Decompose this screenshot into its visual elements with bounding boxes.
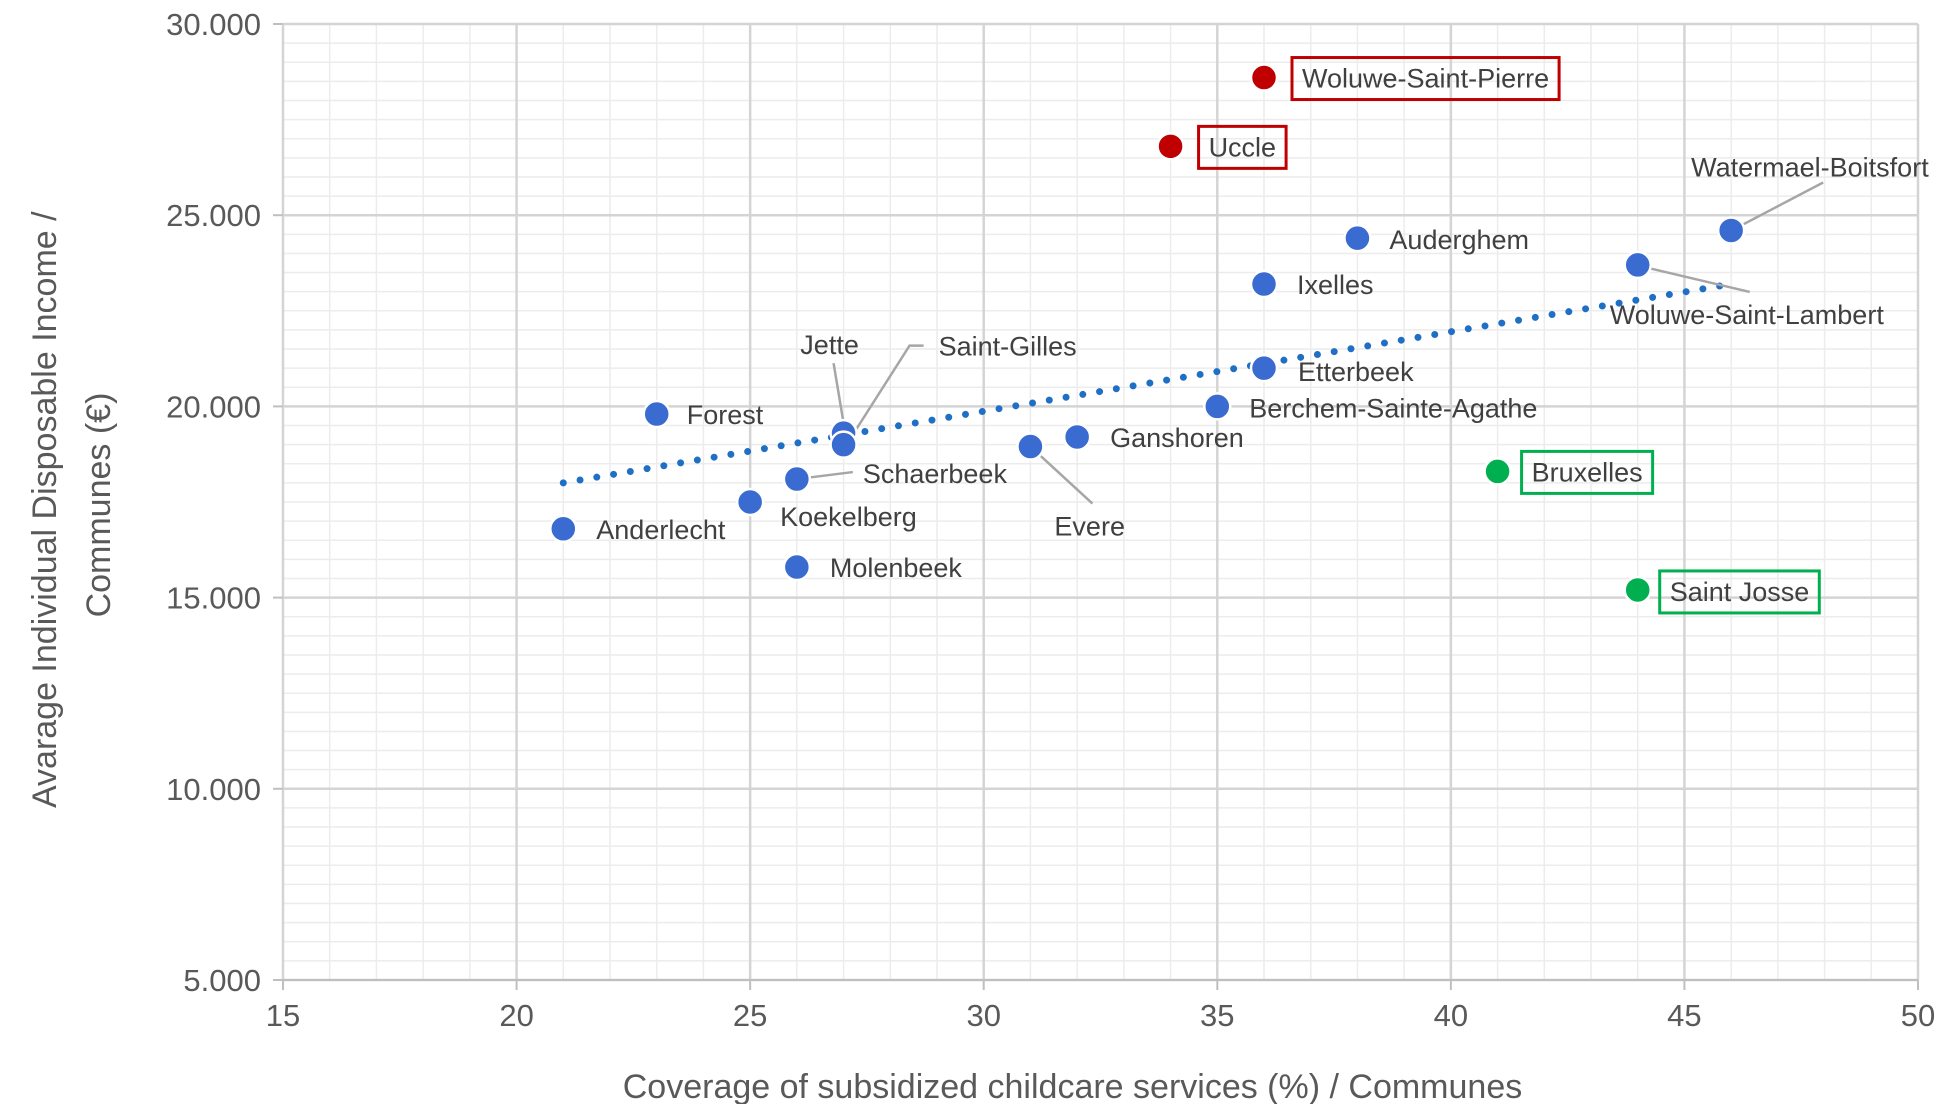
label-berchem-sainte-agathe: Berchem-Sainte-Agathe <box>1249 393 1537 423</box>
point-molenbeek <box>782 552 812 582</box>
y-axis-label-line-2: Communes (€) <box>80 393 118 618</box>
y-tick-label: 15.000 <box>166 581 261 616</box>
label-saint-josse: Saint Josse <box>1670 577 1810 607</box>
label-koekelberg: Koekelberg <box>780 502 917 532</box>
y-tick-label: 10.000 <box>166 772 261 807</box>
x-tick-label: 40 <box>1434 998 1468 1033</box>
x-tick-label: 50 <box>1901 998 1935 1033</box>
y-tick-label: 30.000 <box>166 7 261 42</box>
x-tick-label: 15 <box>266 998 300 1033</box>
label-etterbeek: Etterbeek <box>1298 357 1414 387</box>
label-forest: Forest <box>687 400 764 430</box>
x-tick-label: 25 <box>733 998 767 1033</box>
point-bruxelles <box>1483 457 1512 486</box>
minor-grid <box>282 23 1919 981</box>
x-tick-label: 45 <box>1667 998 1701 1033</box>
point-saint-josse <box>1623 575 1652 605</box>
point-schaerbeek <box>782 464 812 494</box>
point-watermael-boitsfort <box>1716 216 1746 245</box>
point-anderlecht <box>549 514 578 544</box>
point-evere <box>1016 432 1045 461</box>
point-woluwe-saint-pierre <box>1249 63 1279 92</box>
point-berchem-sainte-agathe <box>1203 392 1232 421</box>
label-saint-gilles: Saint-Gilles <box>939 332 1077 362</box>
point-forest <box>642 399 671 429</box>
label-box-bruxelles <box>1520 449 1655 495</box>
point-labels: Woluwe-Saint-Pierre Uccle Watermael-Boitsf… <box>596 56 1929 615</box>
leader-line-watermael-boitsfort <box>1738 181 1824 228</box>
leader-line-jette <box>832 362 845 424</box>
label-ixelles: Ixelles <box>1297 270 1374 300</box>
label-uccle: Uccle <box>1209 132 1277 162</box>
y-axis-label-line-1: Avarage Individual Disposable Income / <box>26 211 64 808</box>
point-auderghem <box>1343 223 1372 253</box>
x-tick-label: 20 <box>499 998 533 1033</box>
label-auderghem: Auderghem <box>1389 225 1529 255</box>
y-tick-label: 20.000 <box>166 389 261 424</box>
label-box-uccle <box>1197 124 1288 170</box>
y-tick-label: 25.000 <box>166 198 261 233</box>
label-bruxelles: Bruxelles <box>1532 457 1643 487</box>
label-ganshoren: Ganshoren <box>1110 423 1244 453</box>
x-axis-label: Coverage of subsidized childcare service… <box>623 1068 1522 1104</box>
label-anderlecht: Anderlecht <box>596 515 726 545</box>
x-tick-label: 35 <box>1200 998 1234 1033</box>
point-ixelles <box>1249 269 1279 299</box>
label-box-saint-josse <box>1658 569 1821 615</box>
x-axis-ticks: 15 20 25 30 35 40 45 50 <box>266 980 1935 1033</box>
label-schaerbeek: Schaerbeek <box>863 459 1008 489</box>
leader-line-woluwe-saint-lambert <box>1643 265 1750 294</box>
trendline <box>559 280 1735 487</box>
label-jette: Jette <box>800 330 859 360</box>
y-axis-label: Avarage Individual Disposable Income / C… <box>26 202 118 808</box>
point-saint-gilles <box>829 430 858 459</box>
label-watermael-boitsfort: Watermael-Boitsfort <box>1691 152 1929 182</box>
x-tick-label: 30 <box>966 998 1000 1033</box>
point-etterbeek <box>1249 353 1279 383</box>
label-woluwe-saint-pierre: Woluwe-Saint-Pierre <box>1302 64 1549 94</box>
leader-line-saint-gilles <box>850 344 924 438</box>
y-axis-ticks: 5.000 10.000 15.000 20.000 25.000 30.000 <box>166 7 283 998</box>
y-tick-label: 5.000 <box>183 963 261 998</box>
label-woluwe-saint-lambert: Woluwe-Saint-Lambert <box>1610 300 1885 330</box>
label-box-woluwe-saint-pierre <box>1290 56 1561 102</box>
point-woluwe-saint-lambert <box>1623 250 1652 280</box>
point-uccle <box>1156 132 1185 161</box>
label-molenbeek: Molenbeek <box>830 553 963 583</box>
point-ganshoren <box>1062 422 1092 452</box>
label-evere: Evere <box>1054 512 1125 542</box>
data-points <box>549 63 1746 605</box>
point-koekelberg <box>735 487 765 517</box>
leader-lines <box>796 181 1824 505</box>
